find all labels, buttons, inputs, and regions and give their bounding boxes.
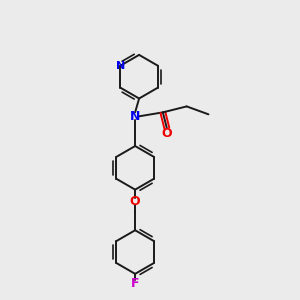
Text: N: N bbox=[116, 61, 125, 71]
Text: F: F bbox=[131, 277, 140, 290]
Text: O: O bbox=[130, 195, 140, 208]
Text: O: O bbox=[161, 127, 172, 140]
Text: N: N bbox=[130, 110, 140, 123]
